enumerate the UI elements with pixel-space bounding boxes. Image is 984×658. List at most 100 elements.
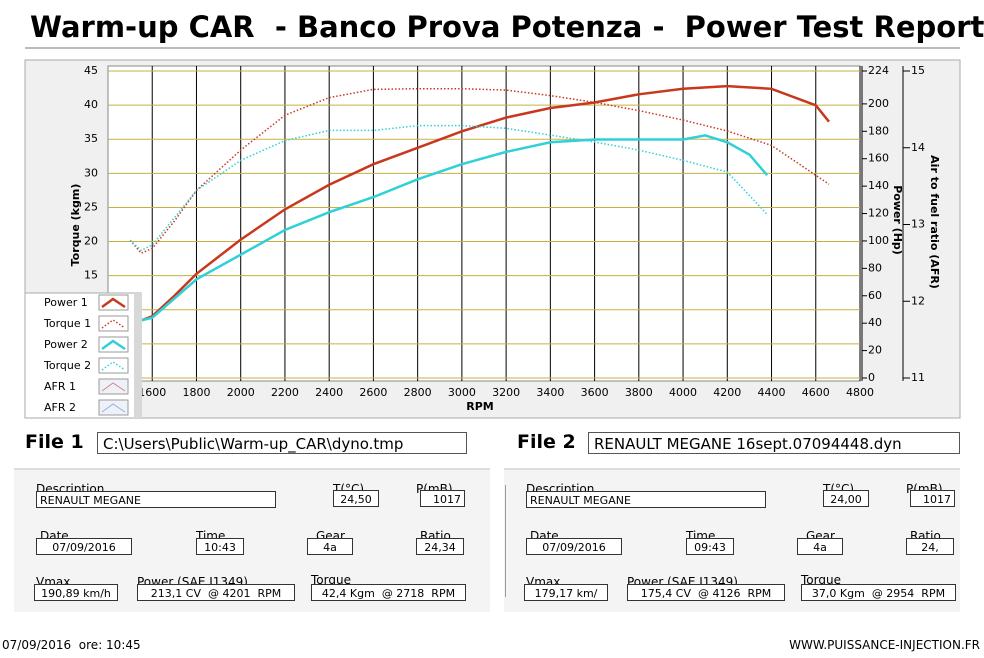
field-value: 1017 — [910, 490, 955, 507]
legend-swatch — [101, 403, 126, 413]
legend-swatch — [101, 382, 126, 392]
legend-label: Torque 1 — [43, 317, 91, 330]
y-axis-label: Torque (kgm) — [69, 184, 82, 267]
y-tick-label: 35 — [84, 132, 98, 145]
series-line — [140, 84, 830, 322]
field-value: 07/09/2016 — [526, 538, 622, 555]
x-tick-label: 1600 — [138, 386, 166, 399]
field-value: 24,00 — [823, 490, 869, 507]
legend-swatch — [101, 361, 126, 371]
field-value: 09:43 — [686, 538, 734, 555]
file-label: File 1 — [25, 431, 84, 453]
legend-swatch-box — [98, 399, 129, 416]
y3-tick-label: 15 — [911, 64, 925, 77]
x-tick-label: 2600 — [359, 386, 387, 399]
x-tick-label: 2400 — [315, 386, 343, 399]
series-line — [129, 87, 830, 255]
y-tick-label: 40 — [84, 98, 98, 111]
y2-tick-label: 0 — [868, 371, 875, 384]
chart: 1600 1800 2000 2200 2400 2600 2800 3000 3200 3400… — [24, 47, 961, 419]
legend-swatch-box — [98, 315, 129, 332]
field-value: 213,1 CV @ 4201 RPM — [137, 584, 295, 601]
legend-swatch-box — [98, 336, 129, 353]
y2-tick-label: 100 — [868, 234, 889, 247]
field-value: 37,0 Kgm @ 2954 RPM — [801, 584, 956, 601]
x-tick-label: 3000 — [448, 386, 476, 399]
x-tick-label: 4600 — [802, 386, 830, 399]
legend-swatch-box — [98, 294, 129, 311]
legend-swatch-box — [98, 357, 129, 374]
legend-label: Power 1 — [44, 296, 88, 309]
y-tick-label: 25 — [84, 200, 98, 213]
y2-tick-label: 60 — [868, 289, 882, 302]
y3-tick-label: 14 — [911, 141, 925, 154]
field-value: 1017 — [420, 490, 465, 507]
field-value: 07/09/2016 — [36, 538, 132, 555]
legend-label: Power 2 — [44, 338, 88, 351]
y2-tick-label: 80 — [868, 261, 882, 274]
file-label: File 2 — [517, 431, 576, 453]
legend-swatch — [101, 319, 126, 329]
y2-tick-label: 20 — [868, 344, 882, 357]
y2-tick-label: 40 — [868, 316, 882, 329]
y2-tick-label: 140 — [868, 179, 889, 192]
footer-date: 07/09/2016 ore: 10:45 — [2, 638, 141, 652]
legend-label: Torque 2 — [43, 359, 91, 372]
field-value: 24,50 — [333, 490, 379, 507]
field-value: RENAULT MEGANE — [36, 491, 276, 508]
y3-tick-label: 11 — [911, 371, 925, 384]
field-value: 179,17 km/ — [524, 584, 608, 601]
legend-swatch — [101, 339, 126, 351]
x-tick-label: 3200 — [492, 386, 520, 399]
title: Warm-up CAR - Banco Prova Potenza - Powe… — [30, 10, 984, 44]
y3-tick-label: 13 — [911, 218, 925, 231]
y-tick-label: 15 — [84, 269, 98, 282]
field-value: 24, — [906, 538, 954, 555]
x-axis-label: RPM — [466, 400, 493, 413]
footer-site: WWW.PUISSANCE-INJECTION.FR — [789, 638, 980, 652]
y-tick-label: 30 — [84, 166, 98, 179]
field-value: 4a — [797, 538, 843, 555]
x-tick-label: 3800 — [625, 386, 653, 399]
x-tick-label: 1800 — [182, 386, 210, 399]
field-value: 175,4 CV @ 4126 RPM — [627, 584, 785, 601]
y3-axis-label: Air to fuel ratio (AFR) — [928, 155, 941, 289]
legend-bg — [24, 292, 142, 419]
x-tick-label: 4000 — [669, 386, 697, 399]
field-value: 42,4 Kgm @ 2718 RPM — [311, 584, 466, 601]
legend-swatch — [101, 297, 126, 309]
series-line — [140, 134, 769, 322]
x-tick-label: 2200 — [271, 386, 299, 399]
x-tick-label: 4200 — [713, 386, 741, 399]
y2-tick-label: 200 — [868, 97, 889, 110]
legend-label: AFR 2 — [44, 401, 76, 414]
series-line — [129, 124, 768, 252]
legend-swatch-box — [98, 378, 129, 395]
x-tick-label: 3600 — [581, 386, 609, 399]
x-tick-label: 3400 — [536, 386, 564, 399]
field-value: RENAULT MEGANE — [526, 491, 766, 508]
field-value: 10:43 — [196, 538, 244, 555]
field-value: 24,34 — [416, 538, 464, 555]
legend: Power 1 Torque 1 Power 2 Torque 2 AFR 1 AFR 2 — [24, 292, 142, 419]
field-label: Torque — [311, 573, 351, 587]
plot-area — [107, 65, 861, 382]
legend-label: AFR 1 — [44, 380, 76, 393]
x-tick-label: 4800 — [846, 386, 874, 399]
x-tick-label: 2000 — [227, 386, 255, 399]
x-tick-label: 2800 — [404, 386, 432, 399]
y-tick-label: 45 — [84, 64, 98, 77]
legend-scroll — [134, 293, 142, 418]
field-label: Torque — [801, 573, 841, 587]
file-path: RENAULT MEGANE 16sept.07094448.dyn — [588, 432, 960, 454]
panel-divider — [505, 485, 506, 597]
field-value: 190,89 km/h — [34, 584, 118, 601]
x-tick-label: 4400 — [758, 386, 786, 399]
y2-tick-label: 180 — [868, 124, 889, 137]
file-path: C:\Users\Public\Warm-up_CAR\dyno.tmp — [97, 432, 467, 454]
y2-axis-label: Power (Hp) — [891, 185, 904, 255]
y2-tick-label: 160 — [868, 152, 889, 165]
y2-tick-label: 120 — [868, 207, 889, 220]
y3-tick-label: 12 — [911, 294, 925, 307]
